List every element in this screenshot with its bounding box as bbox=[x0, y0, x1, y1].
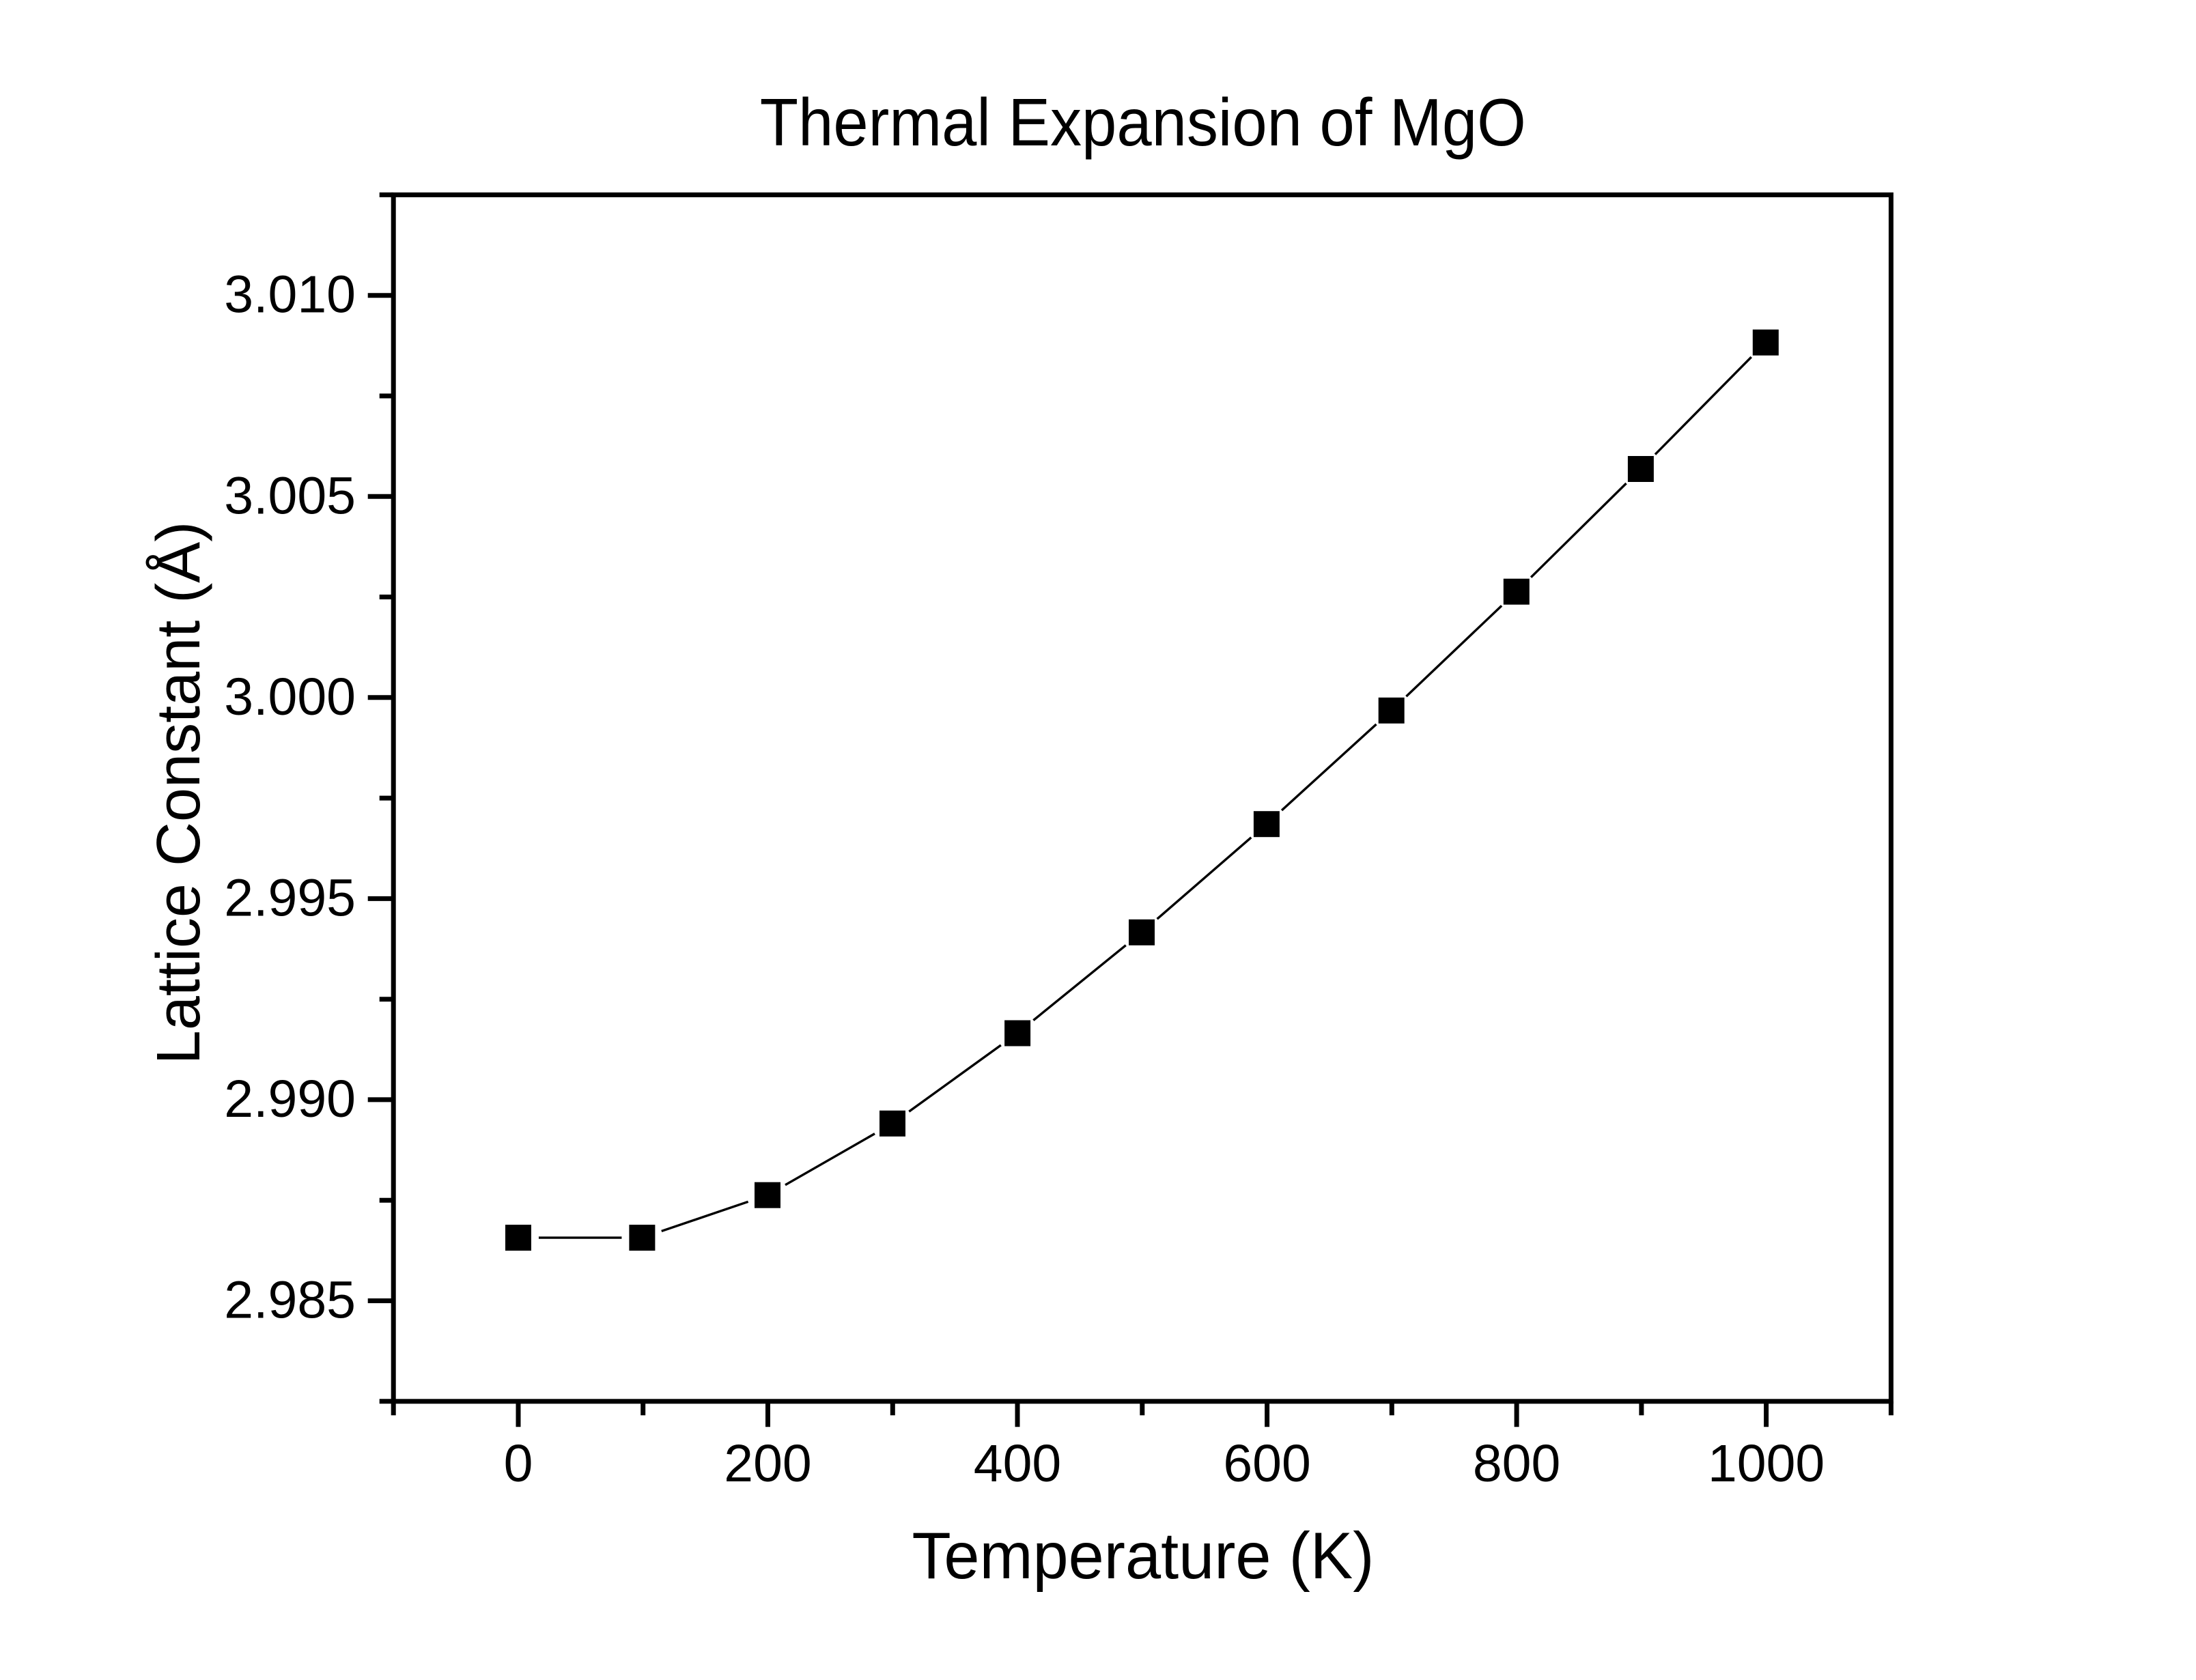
svg-text:2.985: 2.985 bbox=[224, 1271, 356, 1330]
svg-text:800: 800 bbox=[1473, 1434, 1560, 1493]
svg-text:2.990: 2.990 bbox=[224, 1070, 356, 1128]
svg-text:1000: 1000 bbox=[1708, 1434, 1825, 1493]
svg-text:400: 400 bbox=[974, 1434, 1061, 1493]
svg-text:Lattice Constant (Å): Lattice Constant (Å) bbox=[145, 522, 213, 1064]
svg-text:3.000: 3.000 bbox=[224, 668, 356, 726]
svg-text:3.010: 3.010 bbox=[224, 266, 356, 324]
svg-text:Thermal Expansion of MgO: Thermal Expansion of MgO bbox=[760, 85, 1526, 160]
svg-text:2.995: 2.995 bbox=[224, 868, 356, 927]
svg-text:0: 0 bbox=[504, 1434, 533, 1493]
svg-text:200: 200 bbox=[724, 1434, 811, 1493]
svg-text:Temperature (K): Temperature (K) bbox=[912, 1520, 1375, 1593]
svg-text:600: 600 bbox=[1223, 1434, 1310, 1493]
svg-text:3.005: 3.005 bbox=[224, 466, 356, 525]
